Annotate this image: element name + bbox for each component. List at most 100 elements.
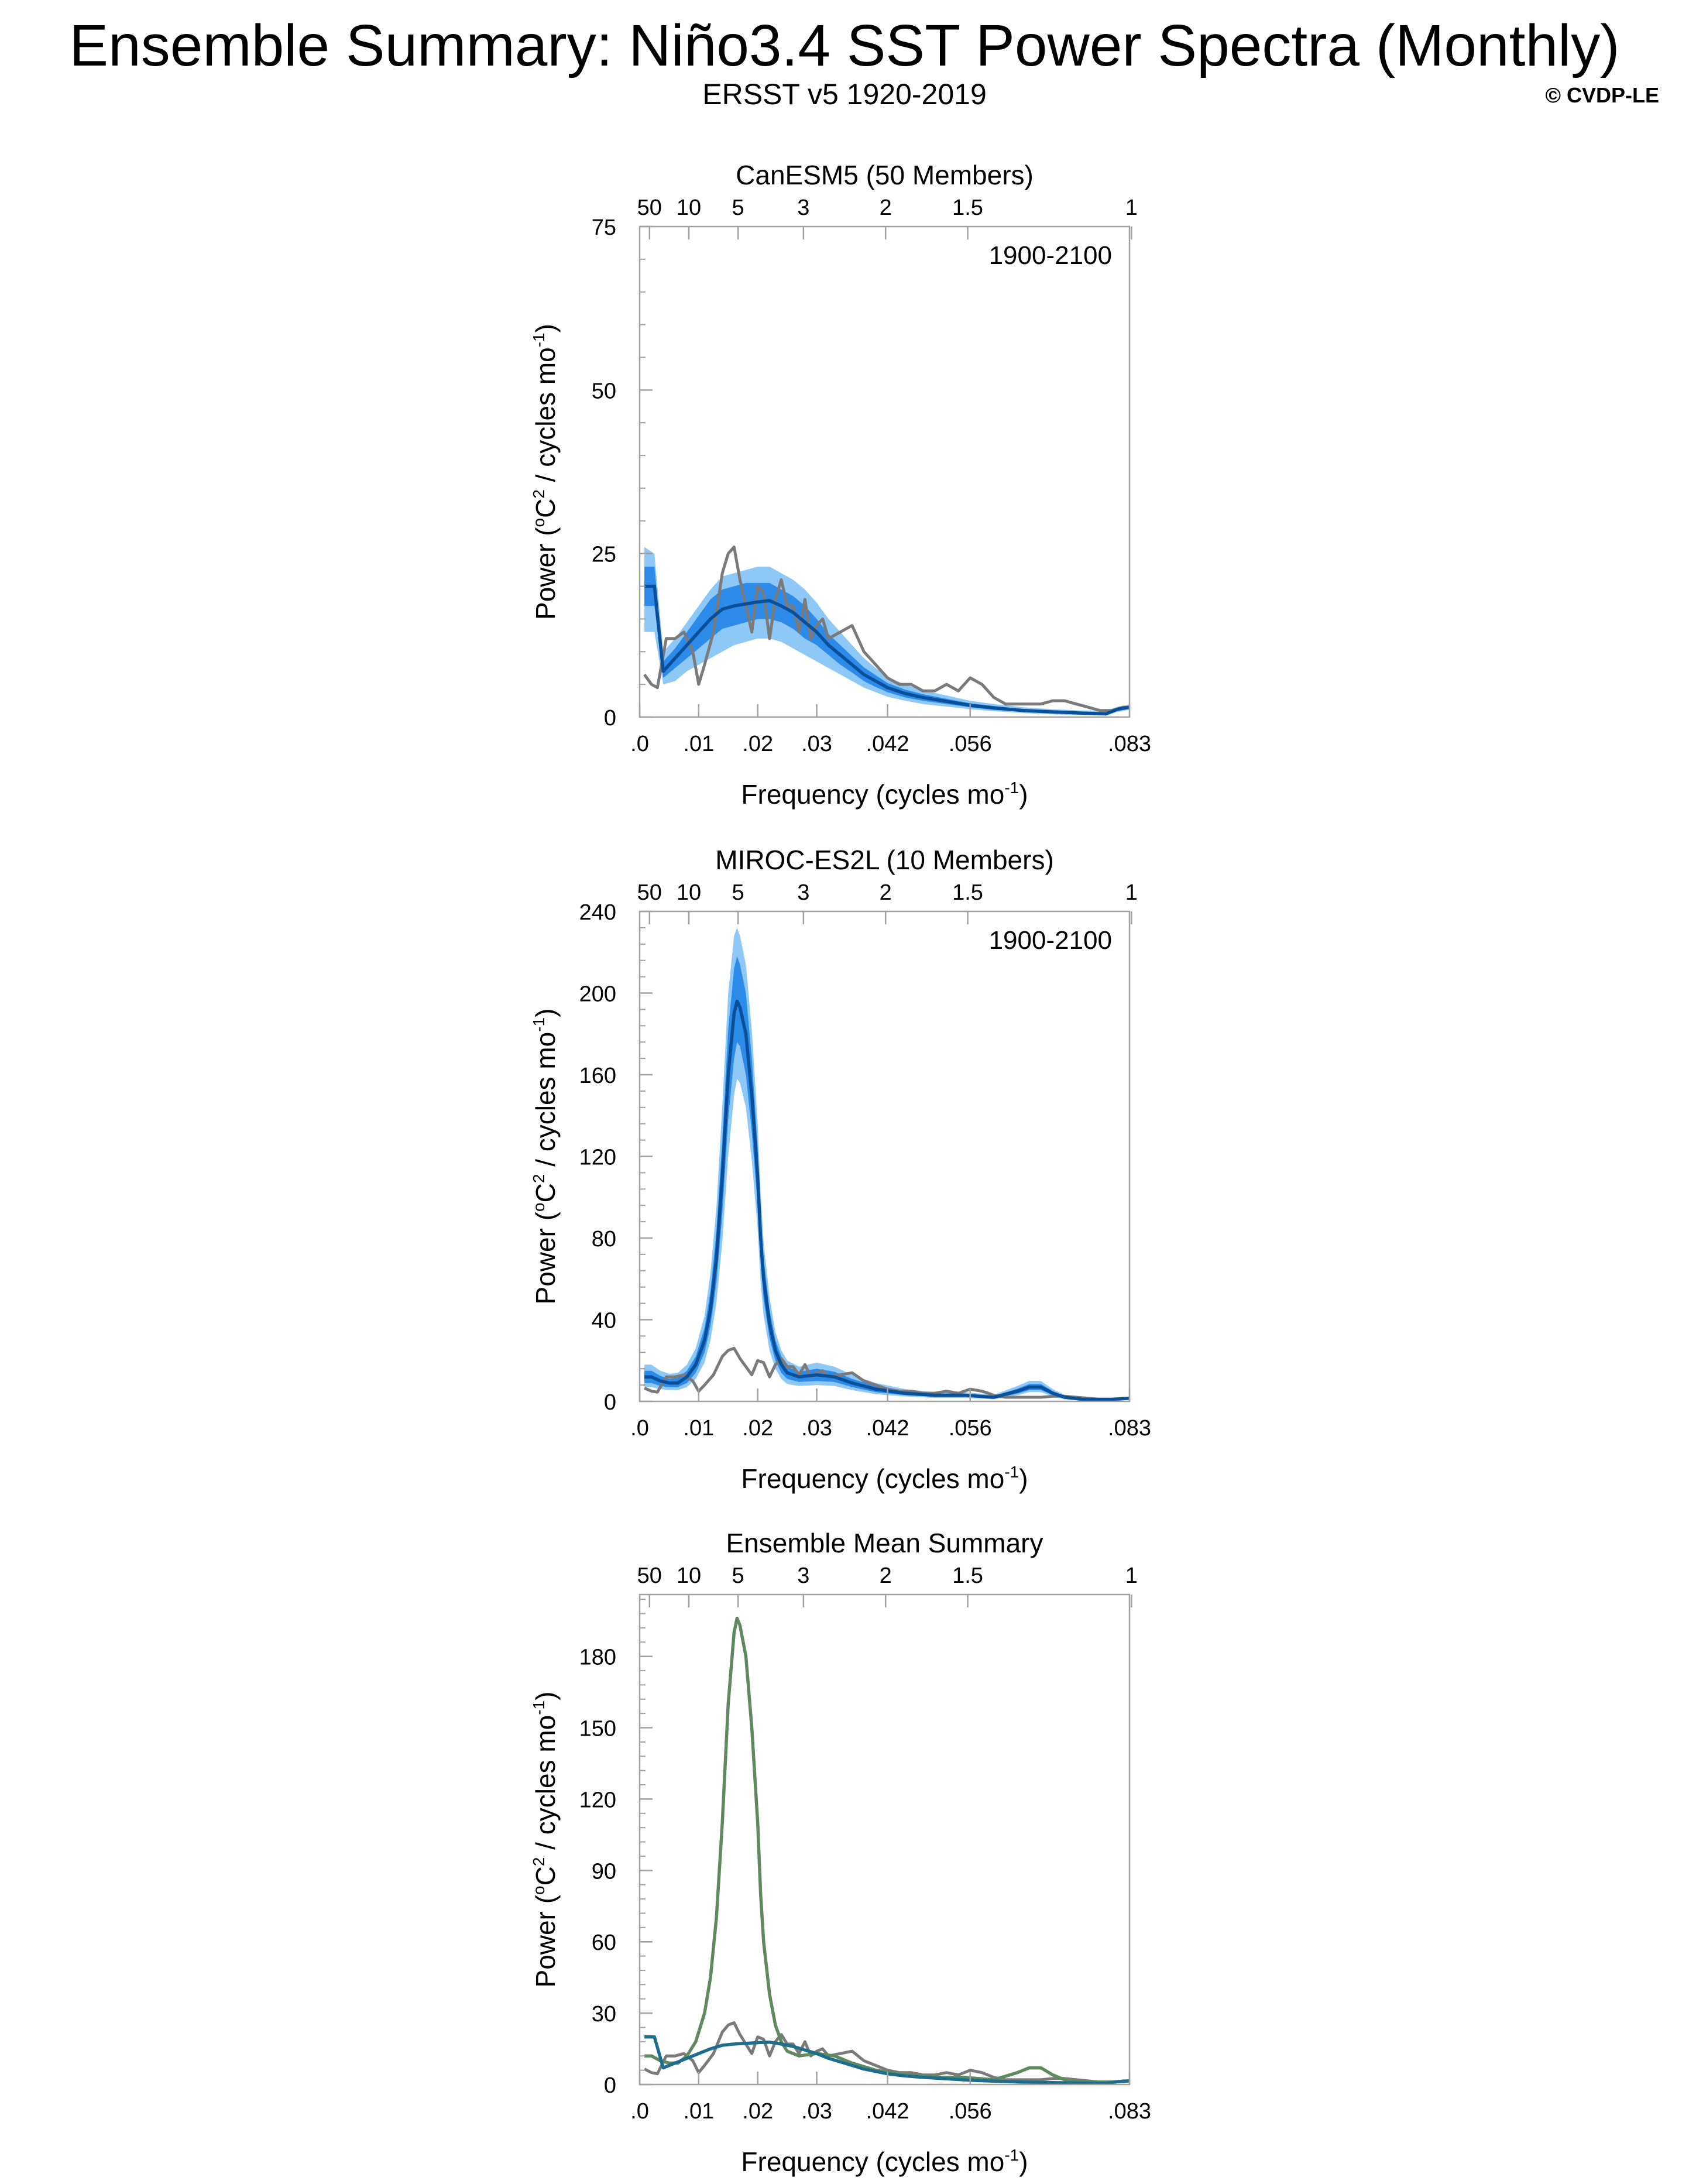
top-tick-label: 3 [797,880,809,905]
x-tick-label: .0 [630,2099,649,2124]
panel-0: 0 25 50 75 .0 .01 .02 .03 .042 .056 .083 50 10 5 3 2 1.5… [530,160,1151,810]
y-axis-label-unit: C [530,1183,561,1202]
y-axis-label-unit: C [530,1866,561,1885]
x-axis-label-sup: -1 [1004,779,1019,797]
period-annotation: 1900-2100 [989,926,1112,955]
y-tick-label: 40 [592,1309,616,1333]
y-tick-label: 30 [592,2002,616,2027]
y-tick-label: 120 [579,1788,616,1812]
x-axis-label-sup: -1 [1004,1463,1019,1481]
y-axis-label-sup-degree: o [530,1885,548,1895]
top-tick-label: 50 [637,1564,662,1588]
top-tick-label: 2 [880,880,892,905]
top-tick-label: 5 [732,880,744,905]
y-tick-label: 180 [579,1645,616,1670]
y-axis-label-sup-square: 2 [530,1857,548,1867]
y-tick-label: 240 [579,900,616,925]
top-tick-label: 5 [732,196,744,220]
top-tick-label: 50 [637,196,662,220]
x-axis-label-text: Frequency (cycles mo [741,779,1004,810]
top-tick-label: 1.5 [952,196,983,220]
y-axis-label: Power (oC2 / cycles mo-1) [530,1009,561,1305]
y-axis-label-sup-degree: o [530,1202,548,1212]
page-subtitle: ERSST v5 1920-2019 [702,78,987,111]
top-tick-label: 1.5 [952,880,983,905]
y-axis-label-text: Power ( [530,1211,561,1304]
y-tick-label: 150 [579,1717,616,1741]
y-tick-label: 0 [604,1390,616,1415]
x-tick-label: .083 [1108,1416,1151,1441]
top-tick-label: 50 [637,880,662,905]
x-tick-label: .01 [683,1416,714,1441]
top-tick-label: 1 [1125,196,1138,220]
x-tick-label: .056 [949,2099,992,2124]
plot-frame [638,1593,1131,2086]
y-tick-label: 75 [592,215,616,240]
plot-frame [638,910,1131,1403]
plot-frame [638,225,1131,718]
series-line-miroc [644,1616,1130,2084]
x-tick-label: .03 [801,732,832,756]
y-tick-label: 0 [604,2073,616,2098]
series-line-obs [644,1346,1130,1401]
watermark: © CVDP-LE [1545,83,1659,107]
top-tick-label: 10 [677,196,701,220]
y-axis-label-unit: C [530,499,561,518]
top-tick-label: 2 [880,1564,892,1588]
top-tick-label: 2 [880,196,892,220]
x-tick-label: .083 [1108,2099,1151,2124]
y-axis-label-sup-square: 2 [530,1174,548,1184]
panel-title: CanESM5 (50 Members) [736,160,1034,190]
top-tick-label: 3 [797,196,809,220]
band-inner [644,956,1130,1400]
x-tick-label: .02 [742,2099,773,2124]
y-tick-label: 0 [604,706,616,731]
y-axis-label-sup-inverse: -1 [530,1700,548,1715]
x-axis-label-close: ) [1019,2147,1028,2177]
y-axis-label-per: / cycles mo [530,347,561,489]
x-tick-label: .03 [801,2099,832,2124]
top-tick-label: 10 [677,1564,701,1588]
y-tick-label: 80 [592,1227,616,1252]
y-tick-label: 120 [579,1146,616,1170]
panel-title: MIROC-ES2L (10 Members) [715,845,1054,875]
series-line-mean [644,999,1130,1401]
top-tick-label: 3 [797,1564,809,1588]
y-tick-label: 50 [592,379,616,403]
y-axis-label-sup-inverse: -1 [530,1017,548,1032]
panel-title: Ensemble Mean Summary [726,1528,1043,1558]
x-tick-label: .042 [866,732,909,756]
x-axis-label: Frequency (cycles mo-1) [741,2146,1028,2177]
top-tick-label: 1 [1125,1564,1138,1588]
panel-2: 0306090120150180.0.01.02.03.042.056.0835… [530,1528,1151,2177]
x-tick-label: .056 [949,732,992,756]
x-tick-label: .042 [866,2099,909,2124]
x-tick-label: .056 [949,1416,992,1441]
x-axis-label-close: ) [1019,1463,1028,1494]
x-axis-label-sup: -1 [1004,2146,1019,2164]
top-tick-label: 10 [677,880,701,905]
y-axis-label-close: ) [530,1692,561,1700]
y-axis-label-per: / cycles mo [530,1715,561,1857]
y-tick-label: 90 [592,1859,616,1884]
page-title: Ensemble Summary: Niño3.4 SST Power Spec… [69,13,1619,78]
series-line-mean [644,584,1130,716]
y-axis-label-sup-degree: o [530,518,548,527]
y-axis-label-close: ) [530,1009,561,1017]
y-axis-label-per: / cycles mo [530,1032,561,1174]
panel-1: 0 40 80 120 160 200 240 .0 .01 .02 .03 .042 .056 .083… [530,845,1151,1494]
series-line-obs [643,2021,1130,2084]
x-axis-label-close: ) [1019,779,1028,810]
y-axis-label: Power (oC2 / cycles mo-1) [530,1692,561,1988]
x-tick-label: .042 [866,1416,909,1441]
x-tick-label: .02 [742,1416,773,1441]
y-tick-label: 160 [579,1064,616,1088]
x-axis-label: Frequency (cycles mo-1) [741,1463,1028,1494]
x-tick-label: .0 [630,1416,649,1441]
y-tick-label: 200 [579,982,616,1007]
y-axis-label-text: Power ( [530,527,561,620]
y-axis-label-sup-inverse: -1 [530,332,548,347]
top-tick-label: 1 [1125,880,1138,905]
